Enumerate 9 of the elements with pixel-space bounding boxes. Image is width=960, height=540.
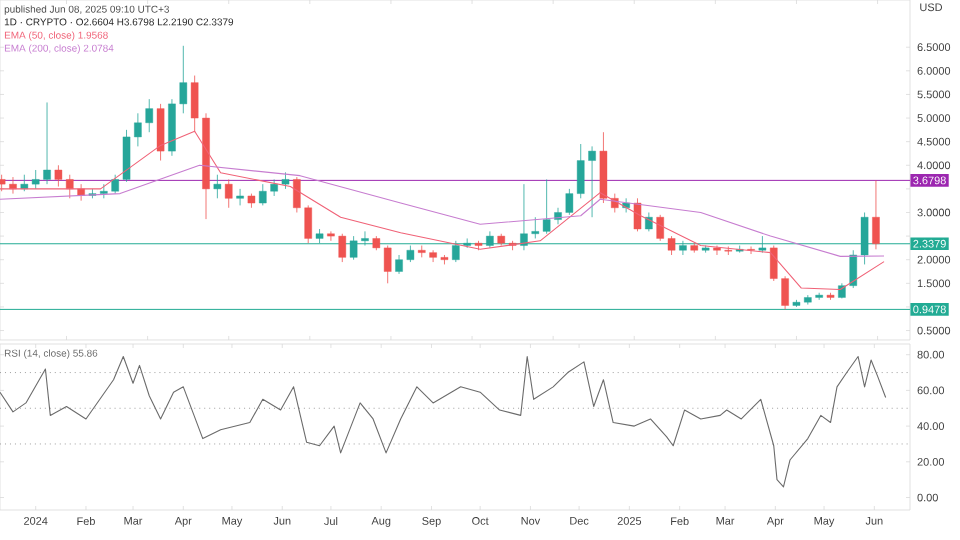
- candlestick: [633, 197, 642, 232]
- candlestick: [599, 131, 608, 204]
- candlestick: [224, 179, 233, 209]
- candlestick: [156, 103, 165, 161]
- candlestick: [236, 188, 244, 206]
- candlestick: [213, 174, 222, 199]
- line-series: [0, 164, 885, 257]
- line-series: [0, 355, 887, 488]
- candlestick: [872, 179, 880, 250]
